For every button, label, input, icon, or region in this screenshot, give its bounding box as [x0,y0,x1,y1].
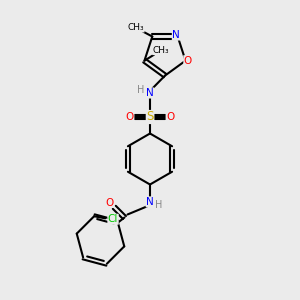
Text: O: O [184,56,192,66]
Text: O: O [105,197,114,208]
Text: S: S [146,110,154,124]
Text: Cl: Cl [108,214,118,224]
Text: N: N [146,197,154,207]
Text: H: H [155,200,162,210]
Text: N: N [146,88,154,98]
Text: H: H [137,85,145,95]
Text: O: O [166,112,175,122]
Text: N: N [172,30,180,40]
Text: CH₃: CH₃ [153,46,169,55]
Text: CH₃: CH₃ [128,23,144,32]
Text: O: O [125,112,134,122]
